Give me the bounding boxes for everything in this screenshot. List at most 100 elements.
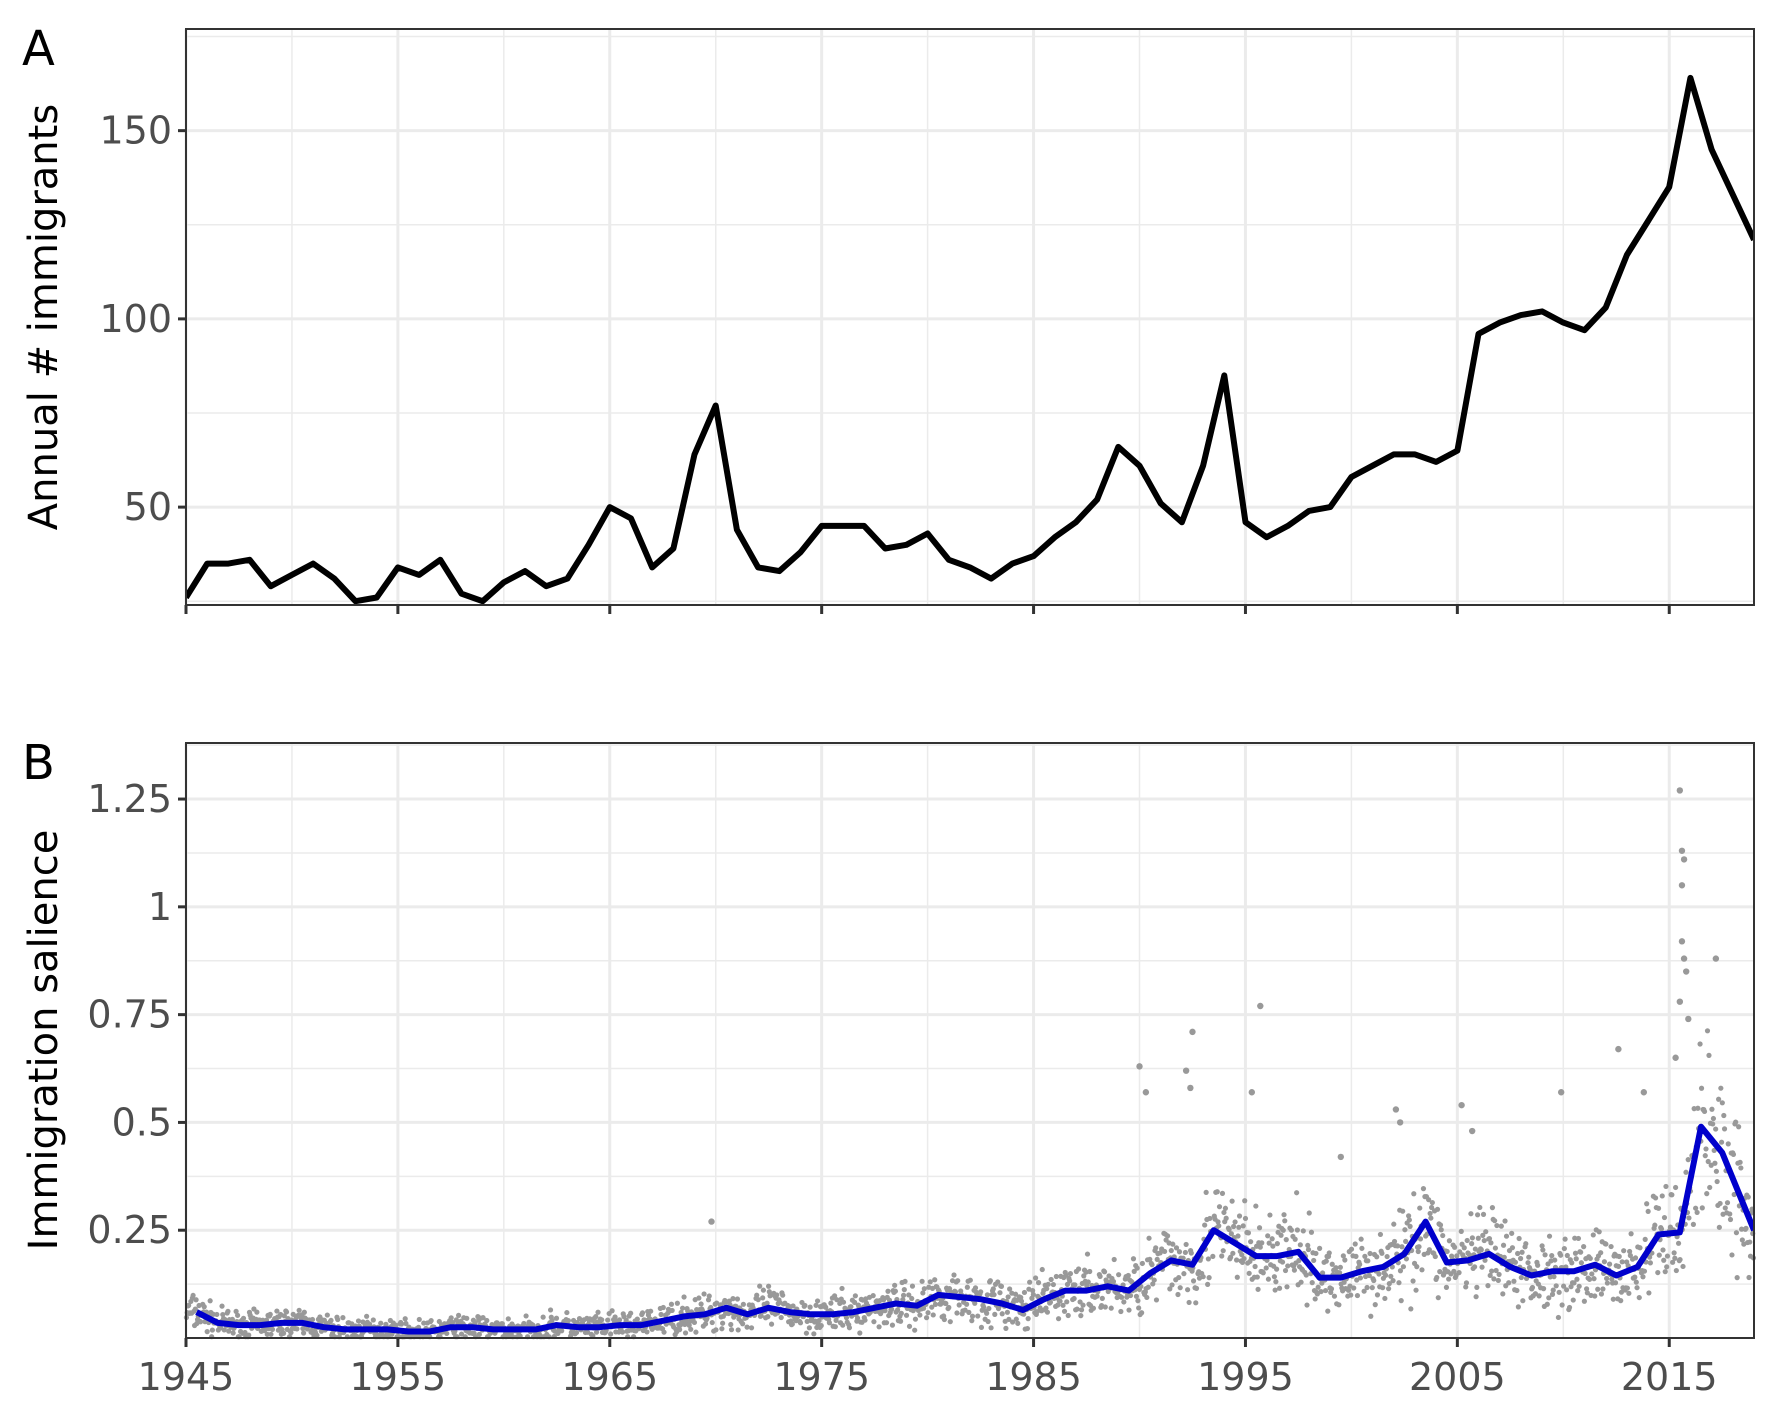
salience-point <box>1647 1254 1653 1260</box>
salience-point <box>1177 1285 1183 1291</box>
salience-point <box>219 1303 225 1309</box>
salience-point <box>1246 1270 1252 1276</box>
salience-point <box>1269 1236 1275 1242</box>
salience-point <box>1707 1184 1713 1191</box>
salience-point <box>1337 1270 1343 1276</box>
salience-point <box>1552 1257 1558 1263</box>
salience-point <box>774 1292 780 1298</box>
salience-point <box>802 1302 808 1309</box>
salience-point <box>1718 1085 1724 1091</box>
salience-point <box>1133 1293 1140 1299</box>
salience-point <box>220 1311 226 1318</box>
salience-point <box>857 1330 863 1336</box>
salience-point <box>1469 1235 1475 1241</box>
salience-point <box>1698 1085 1705 1091</box>
salience-point <box>1136 1063 1143 1070</box>
salience-point <box>1274 1241 1280 1247</box>
salience-point <box>1512 1259 1519 1265</box>
salience-point <box>1252 1263 1258 1270</box>
salience-point <box>1489 1268 1495 1274</box>
salience-point <box>242 1329 248 1336</box>
salience-point <box>1446 1276 1452 1282</box>
salience-point <box>1055 1316 1062 1322</box>
salience-point <box>846 1325 853 1331</box>
salience-point <box>1553 1283 1559 1289</box>
salience-point <box>767 1293 773 1299</box>
salience-point <box>1637 1245 1643 1251</box>
salience-point <box>760 1287 767 1293</box>
salience-point <box>1072 1282 1078 1288</box>
salience-point <box>1721 1126 1728 1132</box>
salience-point <box>1391 1221 1397 1227</box>
salience-point <box>1176 1274 1182 1281</box>
salience-point <box>1379 1250 1385 1256</box>
salience-point <box>1333 1265 1339 1271</box>
salience-point <box>1021 1289 1028 1296</box>
salience-point <box>1719 1100 1725 1106</box>
y-tick-label: 150 <box>99 109 172 153</box>
salience-point <box>605 1317 611 1323</box>
salience-point <box>1716 1096 1722 1102</box>
salience-point <box>1515 1304 1521 1310</box>
salience-point <box>1185 1287 1191 1293</box>
salience-point <box>1097 1273 1103 1279</box>
salience-point <box>1240 1223 1246 1229</box>
salience-point <box>975 1313 981 1319</box>
salience-point <box>946 1304 952 1311</box>
salience-point <box>925 1310 931 1316</box>
salience-point <box>1491 1276 1497 1282</box>
salience-point <box>943 1300 949 1307</box>
salience-point <box>734 1296 741 1302</box>
salience-point <box>1739 1226 1745 1232</box>
salience-point <box>900 1292 907 1298</box>
salience-point <box>1500 1242 1507 1248</box>
salience-point <box>1397 1268 1404 1274</box>
salience-point <box>1652 1222 1658 1228</box>
salience-point <box>281 1313 287 1319</box>
salience-point <box>1206 1275 1212 1281</box>
salience-point <box>209 1327 215 1333</box>
salience-point <box>1440 1232 1446 1239</box>
salience-point <box>754 1292 760 1298</box>
salience-point <box>1549 1253 1555 1259</box>
salience-point <box>1226 1226 1232 1233</box>
salience-point <box>1626 1290 1632 1296</box>
salience-point <box>1572 1235 1578 1241</box>
salience-point <box>972 1285 979 1291</box>
salience-point <box>1608 1243 1614 1250</box>
salience-point <box>1394 1243 1401 1249</box>
salience-point <box>1680 856 1688 863</box>
salience-point <box>1337 1153 1345 1161</box>
salience-point <box>1399 1244 1405 1250</box>
salience-point <box>895 1307 901 1313</box>
salience-point <box>1067 1278 1073 1284</box>
salience-point <box>1354 1292 1361 1299</box>
salience-point <box>593 1329 600 1335</box>
salience-point <box>1675 1240 1682 1246</box>
panel-a-y-axis-title: Annual # immigrants <box>21 104 67 530</box>
salience-point <box>997 1290 1003 1296</box>
salience-point <box>1716 1224 1722 1230</box>
salience-point <box>1182 1249 1188 1256</box>
salience-point <box>1259 1240 1265 1246</box>
salience-point <box>755 1297 761 1303</box>
salience-point <box>828 1300 834 1306</box>
salience-point <box>927 1279 933 1285</box>
salience-point <box>1627 1248 1633 1255</box>
salience-point <box>221 1327 227 1333</box>
salience-point <box>1118 1308 1124 1315</box>
salience-point <box>1658 1226 1665 1232</box>
salience-point <box>1315 1284 1321 1290</box>
salience-point <box>1151 1277 1157 1283</box>
salience-point <box>1215 1219 1221 1225</box>
salience-point <box>1479 1264 1485 1270</box>
salience-point <box>811 1331 817 1337</box>
salience-point <box>909 1295 915 1302</box>
salience-point <box>1417 1236 1424 1242</box>
salience-point <box>1704 1191 1710 1197</box>
salience-point <box>1285 1263 1291 1269</box>
salience-point <box>954 1310 960 1316</box>
salience-point <box>1709 1106 1715 1112</box>
salience-point <box>1260 1270 1266 1276</box>
salience-point <box>1205 1256 1211 1262</box>
